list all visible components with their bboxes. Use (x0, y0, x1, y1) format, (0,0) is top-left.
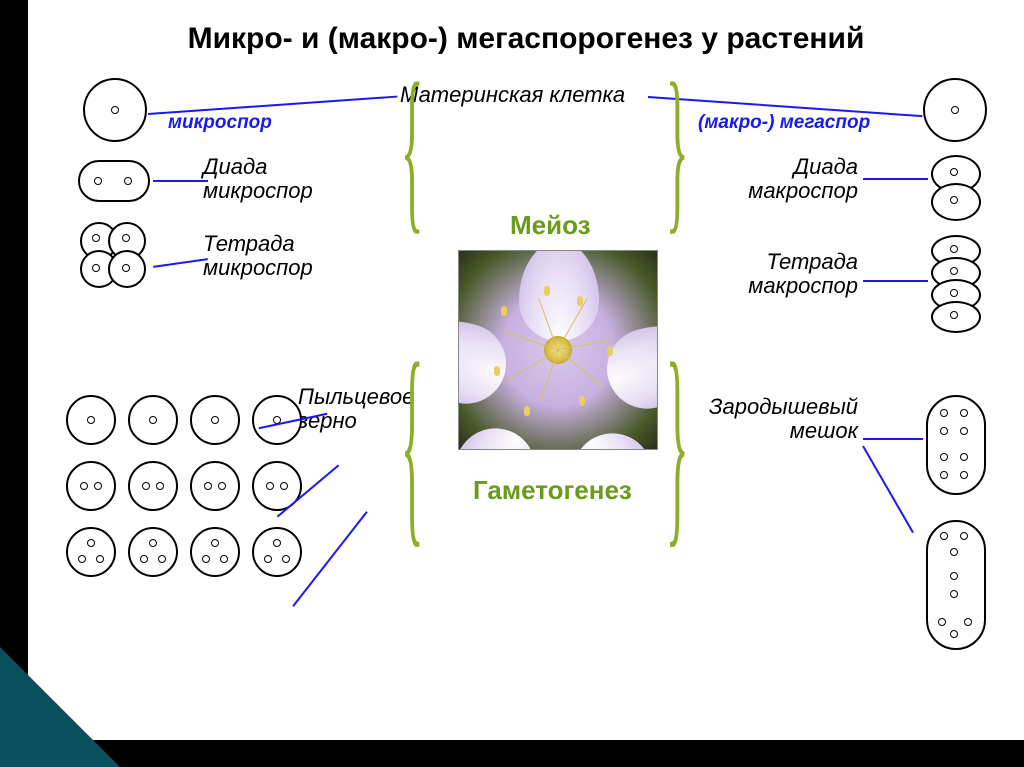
right-subheader: (макро-) мегаспор (698, 112, 870, 134)
leader-line (863, 280, 928, 282)
pollen-cell-icon (128, 527, 178, 577)
nucleus-dot (124, 177, 132, 185)
pollen-cell-icon (128, 461, 178, 511)
embryo-sac-lower-icon (926, 520, 986, 650)
pollen-cell-icon (128, 395, 178, 445)
leader-line (148, 96, 398, 115)
nucleus-dot (122, 264, 130, 272)
leader-line (863, 178, 928, 180)
pollen-cell-icon (66, 461, 116, 511)
right-dyad-icon (931, 155, 981, 223)
leader-line (153, 258, 208, 268)
pollen-cell-icon (190, 395, 240, 445)
left-mother-cell-icon (83, 78, 147, 142)
embryo-sac-upper-icon (926, 395, 986, 495)
leader-line (863, 438, 923, 440)
pollen-cell-icon (66, 527, 116, 577)
leader-line (862, 446, 914, 534)
slide-background: Микро- и (макро-) мегаспорогенез у расте… (28, 0, 1024, 740)
pollen-cell-icon (190, 527, 240, 577)
mother-cell-label: Материнская клетка (400, 82, 625, 108)
right-mother-cell-icon (923, 78, 987, 142)
nucleus-dot (94, 177, 102, 185)
leader-line (153, 180, 208, 182)
pollen-cell-icon (190, 461, 240, 511)
nucleus-dot (92, 264, 100, 272)
right-tetrad-icon (931, 235, 981, 339)
nucleus-dot (92, 234, 100, 242)
pollen-cell-icon (66, 395, 116, 445)
left-tetrad-label: Тетрада микроспор (203, 232, 353, 280)
meiosis-label: Мейоз (510, 210, 591, 241)
bracket-icon: { (401, 46, 424, 255)
leader-line (292, 511, 367, 607)
left-subheader: микроспор (168, 112, 272, 134)
nucleus-dot (951, 106, 959, 114)
right-dyad-label: Диада макроспор (718, 155, 858, 203)
nucleus-dot (111, 106, 119, 114)
bracket-icon: } (666, 318, 689, 573)
pollen-cell-icon (252, 527, 302, 577)
embryo-sac-label: Зародышевый мешок (688, 395, 858, 443)
left-dyad-icon (78, 160, 150, 202)
gametogenesis-label: Гаметогенез (473, 475, 632, 506)
nucleus-dot (122, 234, 130, 242)
flower-image (458, 250, 658, 450)
left-dyad-label: Диада микроспор (203, 155, 343, 203)
diagram-title: Микро- и (макро-) мегаспорогенез у расте… (28, 22, 1024, 56)
right-tetrad-label: Тетрада макроспор (708, 250, 858, 298)
bracket-icon: { (401, 318, 424, 573)
bracket-icon: } (666, 46, 689, 255)
left-tetrad-icon (80, 222, 148, 290)
